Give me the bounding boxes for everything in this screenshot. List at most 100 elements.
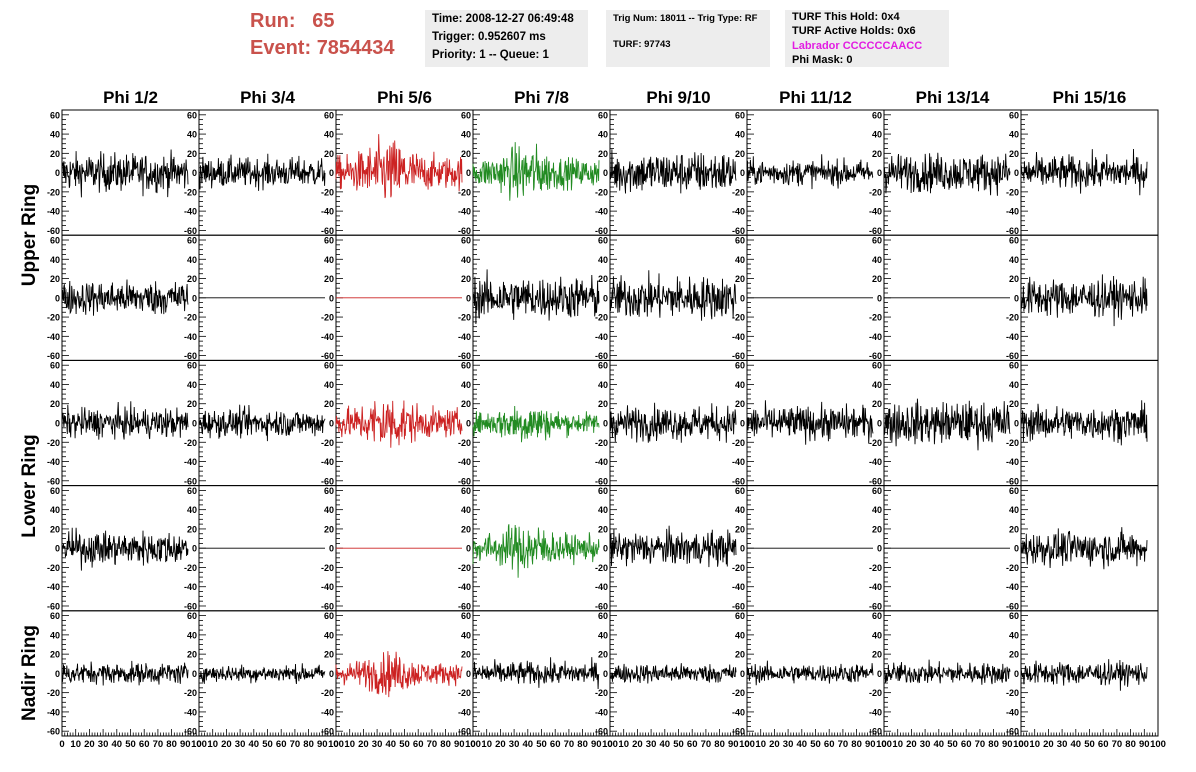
y-tick-label: 20 bbox=[598, 149, 608, 159]
y-tick-label: 60 bbox=[598, 611, 608, 621]
x-tick-label: 100 bbox=[465, 739, 481, 750]
y-tick-label: -60 bbox=[732, 601, 745, 611]
y-tick-label: 20 bbox=[735, 149, 745, 159]
waveform-trace bbox=[883, 659, 1011, 685]
y-tick-label: 40 bbox=[735, 380, 745, 390]
waveform-trace bbox=[61, 660, 189, 686]
y-tick-label: -20 bbox=[184, 688, 197, 698]
x-tick-label: 10 bbox=[344, 739, 355, 750]
y-tick-label: 60 bbox=[50, 110, 60, 120]
waveform-trace bbox=[883, 398, 1011, 451]
y-tick-label: 60 bbox=[187, 611, 197, 621]
y-tick-label: 0 bbox=[466, 293, 471, 303]
turf-this-hold-text: TURF This Hold: 0x4 bbox=[792, 11, 900, 23]
x-tick-label: 60 bbox=[413, 739, 424, 750]
y-tick-label: 0 bbox=[55, 168, 60, 178]
y-tick-label: 60 bbox=[1009, 361, 1019, 371]
y-tick-label: 20 bbox=[735, 650, 745, 660]
y-tick-label: -40 bbox=[47, 207, 60, 217]
y-tick-label: 60 bbox=[461, 611, 471, 621]
y-tick-label: -20 bbox=[321, 688, 334, 698]
y-tick-label: 20 bbox=[872, 274, 882, 284]
y-tick-label: -60 bbox=[1006, 351, 1019, 361]
y-tick-label: -40 bbox=[184, 207, 197, 217]
x-tick-label: 20 bbox=[84, 739, 95, 750]
y-tick-label: -40 bbox=[1006, 457, 1019, 467]
y-tick-label: 40 bbox=[1009, 505, 1019, 515]
waveform-trace bbox=[609, 402, 737, 443]
x-tick-label: 20 bbox=[1043, 739, 1054, 750]
x-tick-label: 50 bbox=[125, 739, 136, 750]
y-tick-label: 20 bbox=[187, 149, 197, 159]
y-tick-label: -60 bbox=[458, 226, 471, 236]
x-tick-label: 40 bbox=[660, 739, 671, 750]
y-tick-label: 60 bbox=[461, 361, 471, 371]
y-tick-label: 60 bbox=[187, 361, 197, 371]
y-tick-label: 0 bbox=[740, 544, 745, 554]
y-tick-label: -60 bbox=[595, 727, 608, 737]
y-tick-label: 40 bbox=[461, 630, 471, 640]
y-tick-label: -60 bbox=[458, 601, 471, 611]
y-tick-label: -20 bbox=[732, 563, 745, 573]
y-tick-label: -40 bbox=[321, 207, 334, 217]
y-tick-label: 0 bbox=[329, 669, 334, 679]
x-tick-label: 100 bbox=[328, 739, 344, 750]
y-tick-label: 60 bbox=[324, 486, 334, 496]
y-tick-label: 60 bbox=[50, 361, 60, 371]
y-tick-label: -60 bbox=[184, 601, 197, 611]
y-tick-label: 0 bbox=[329, 293, 334, 303]
x-tick-label: 40 bbox=[797, 739, 808, 750]
y-tick-label: -40 bbox=[1006, 332, 1019, 342]
waveform-trace bbox=[472, 142, 600, 201]
y-tick-label: 20 bbox=[461, 399, 471, 409]
event-label: Event: bbox=[250, 37, 312, 59]
y-tick-label: 40 bbox=[324, 505, 334, 515]
y-tick-label: -20 bbox=[595, 187, 608, 197]
y-tick-label: -40 bbox=[47, 707, 60, 717]
y-tick-label: 20 bbox=[598, 524, 608, 534]
waveform-trace bbox=[609, 525, 737, 568]
y-tick-label: -60 bbox=[47, 476, 60, 486]
y-tick-label: 60 bbox=[598, 236, 608, 246]
y-tick-label: -20 bbox=[1006, 688, 1019, 698]
waveform-trace bbox=[335, 134, 463, 199]
y-tick-label: 0 bbox=[877, 168, 882, 178]
y-tick-label: 0 bbox=[55, 669, 60, 679]
x-tick-label: 60 bbox=[687, 739, 698, 750]
y-tick-label: 40 bbox=[872, 380, 882, 390]
y-tick-label: -40 bbox=[1006, 582, 1019, 592]
x-tick-label: 60 bbox=[824, 739, 835, 750]
y-tick-label: -40 bbox=[47, 582, 60, 592]
x-tick-label: 0 bbox=[59, 739, 64, 750]
y-tick-label: 40 bbox=[1009, 130, 1019, 140]
y-tick-label: 40 bbox=[324, 255, 334, 265]
y-tick-label: 0 bbox=[877, 293, 882, 303]
y-tick-label: 60 bbox=[735, 611, 745, 621]
column-label: Phi 13/14 bbox=[915, 88, 990, 107]
y-tick-label: -20 bbox=[47, 438, 60, 448]
column-label: Phi 15/16 bbox=[1052, 88, 1127, 107]
x-tick-label: 60 bbox=[961, 739, 972, 750]
y-tick-label: 0 bbox=[740, 669, 745, 679]
y-tick-label: 60 bbox=[50, 236, 60, 246]
y-tick-label: 20 bbox=[872, 650, 882, 660]
y-tick-label: 40 bbox=[872, 130, 882, 140]
waveform-trace bbox=[609, 663, 737, 684]
y-tick-label: -20 bbox=[321, 438, 334, 448]
y-tick-label: 0 bbox=[466, 419, 471, 429]
y-tick-label: -40 bbox=[458, 582, 471, 592]
waveform-trace bbox=[198, 153, 326, 191]
y-tick-label: 60 bbox=[324, 110, 334, 120]
y-tick-label: -60 bbox=[321, 601, 334, 611]
y-tick-label: 0 bbox=[55, 544, 60, 554]
x-tick-label: 20 bbox=[495, 739, 506, 750]
x-tick-label: 40 bbox=[386, 739, 397, 750]
x-tick-label: 50 bbox=[262, 739, 273, 750]
y-tick-label: 40 bbox=[50, 130, 60, 140]
y-tick-label: 40 bbox=[187, 505, 197, 515]
y-tick-label: -60 bbox=[732, 476, 745, 486]
y-tick-label: 20 bbox=[187, 274, 197, 284]
waveform-trace bbox=[883, 152, 1011, 196]
waveform-trace bbox=[472, 657, 600, 690]
y-tick-label: -60 bbox=[595, 351, 608, 361]
